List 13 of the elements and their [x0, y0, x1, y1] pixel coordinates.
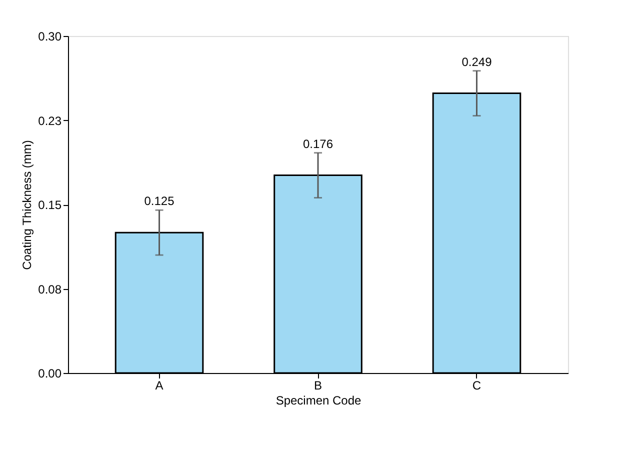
x-tick-label: A	[155, 378, 164, 392]
x-tick-label: B	[314, 378, 322, 392]
y-tick-label: 0.08	[38, 282, 62, 296]
y-tick-label: 0.15	[38, 198, 62, 212]
data-label: 0.176	[302, 136, 334, 151]
y-tick-label: 0.23	[38, 114, 62, 128]
y-tick-label: 0.00	[38, 366, 62, 380]
y-axis-title: Coating Thickness (mm)	[20, 140, 34, 270]
x-axis-title: Specimen Code	[276, 394, 362, 408]
data-label: 0.249	[462, 54, 492, 69]
x-tick-label: C	[472, 378, 482, 392]
data-label: 0.125	[144, 194, 175, 208]
y-tick-label: 0.30	[38, 30, 62, 44]
